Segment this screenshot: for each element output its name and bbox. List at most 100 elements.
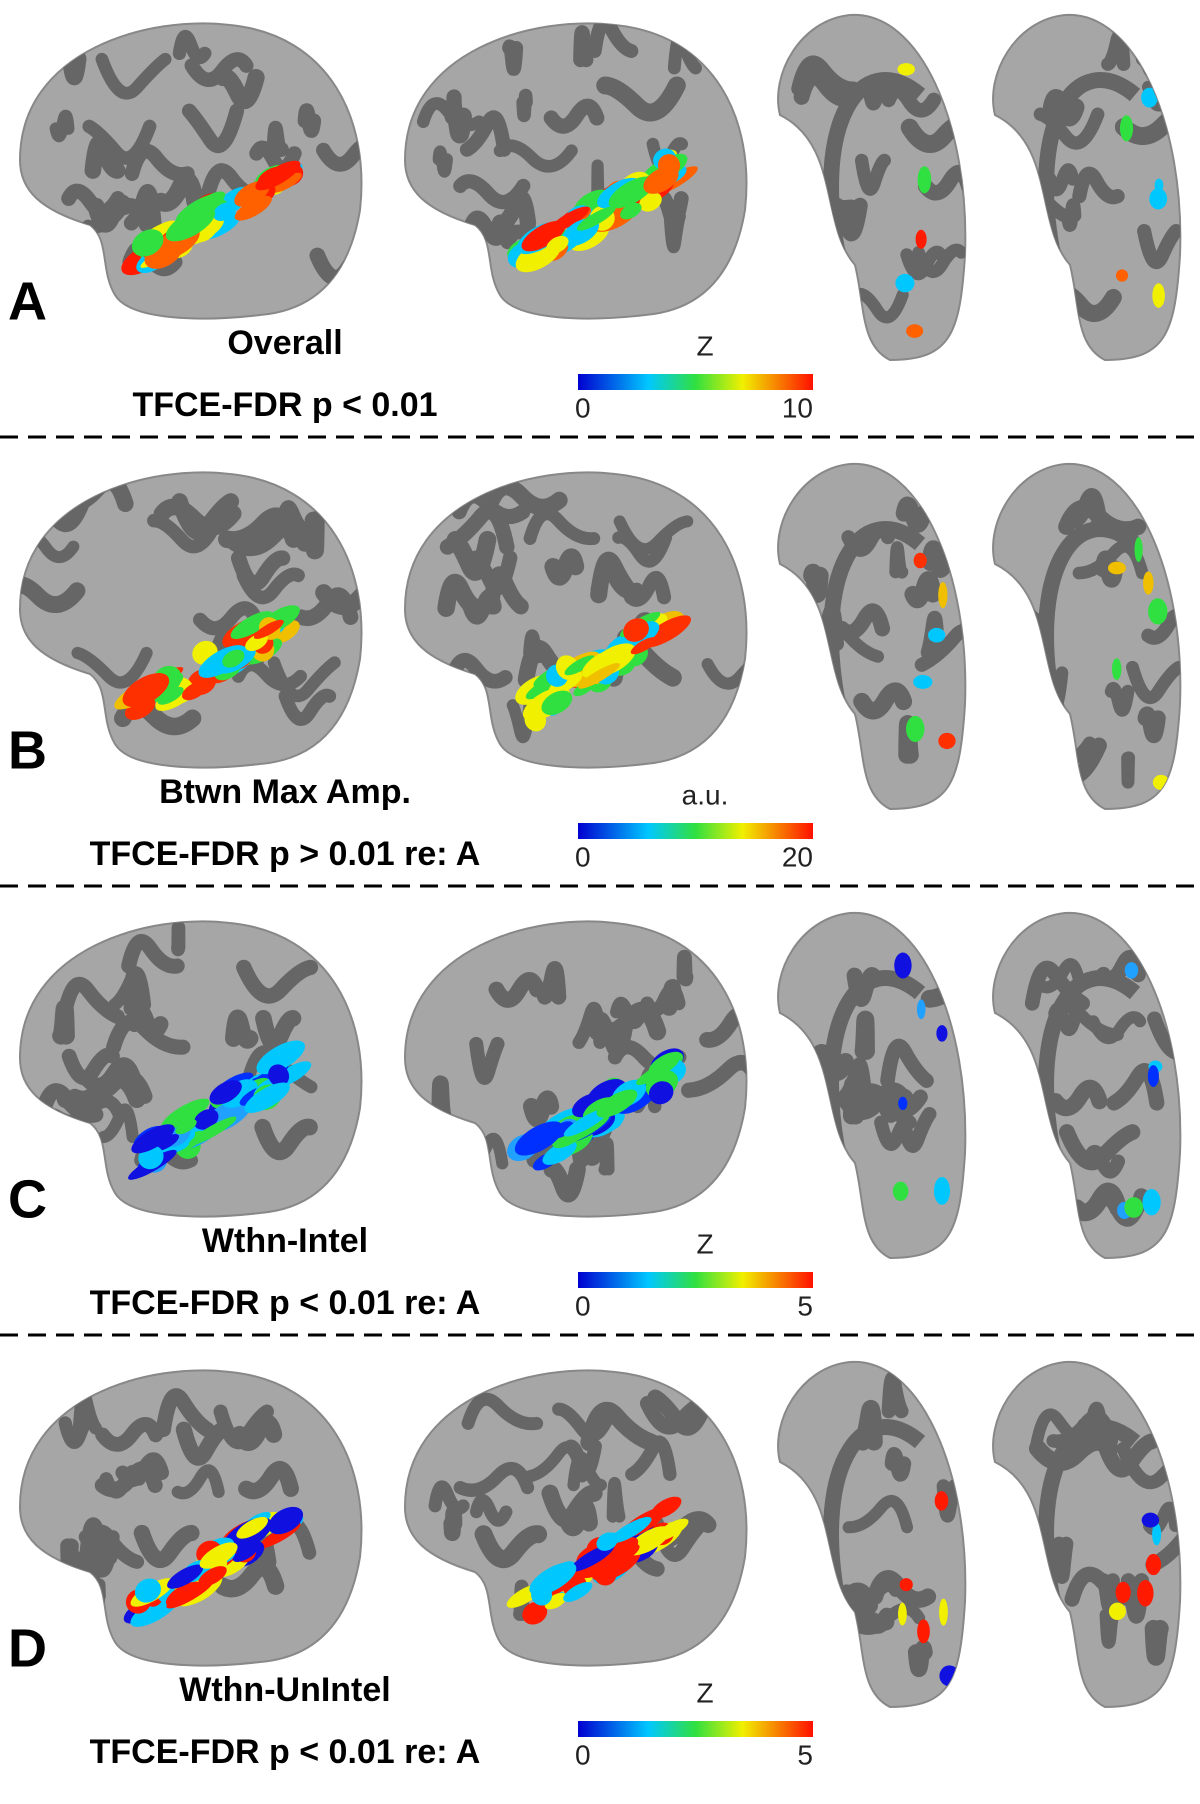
sulcus bbox=[1106, 1615, 1113, 1642]
sulcus bbox=[1009, 1075, 1040, 1104]
activation bbox=[1146, 1554, 1161, 1575]
activation bbox=[1124, 1197, 1143, 1218]
sulcus bbox=[896, 547, 903, 572]
activation bbox=[934, 1177, 950, 1205]
sulcus bbox=[66, 56, 79, 78]
activation bbox=[900, 1578, 913, 1591]
panel-letter: D bbox=[8, 1618, 47, 1678]
sulcus bbox=[889, 1379, 902, 1411]
sulcus bbox=[613, 1483, 620, 1517]
panel-subtitle: TFCE-FDR p > 0.01 re: A bbox=[90, 835, 481, 873]
sulcus bbox=[892, 1454, 904, 1474]
activation bbox=[1148, 1065, 1159, 1087]
scale-max: 20 bbox=[782, 841, 813, 872]
activation bbox=[1120, 115, 1133, 141]
sulcus bbox=[67, 1546, 71, 1582]
activation bbox=[893, 1182, 909, 1201]
activation bbox=[936, 1025, 947, 1042]
sulcus bbox=[855, 975, 873, 999]
sulcus bbox=[1153, 1629, 1160, 1657]
sulcus bbox=[870, 82, 881, 103]
activation bbox=[906, 716, 924, 742]
panel-title: Overall bbox=[227, 324, 342, 362]
activation bbox=[913, 675, 932, 689]
activation bbox=[906, 324, 923, 338]
panel-letter: A bbox=[8, 271, 47, 331]
panel-subtitle: TFCE-FDR p < 0.01 re: A bbox=[90, 1733, 481, 1771]
colorbar bbox=[578, 1721, 813, 1737]
sulcus bbox=[810, 270, 840, 292]
panel-subtitle: TFCE-FDR p < 0.01 re: A bbox=[90, 1284, 481, 1322]
sulcus bbox=[684, 957, 686, 979]
activation bbox=[1152, 283, 1165, 308]
scale-max: 5 bbox=[797, 1739, 813, 1770]
sulcus bbox=[1036, 231, 1037, 255]
activation bbox=[914, 553, 927, 569]
colorbar bbox=[578, 374, 813, 390]
sulcus bbox=[234, 1018, 250, 1040]
sulcus bbox=[509, 46, 516, 69]
activation bbox=[1125, 962, 1138, 979]
sulcus bbox=[904, 505, 924, 525]
sulcus bbox=[439, 151, 447, 171]
scale-label: Z bbox=[696, 1677, 713, 1708]
activation bbox=[1108, 562, 1126, 575]
sulcus bbox=[1154, 1019, 1200, 1053]
panel-title: Wthn-UnIntel bbox=[179, 1671, 391, 1709]
sulcus bbox=[273, 127, 282, 150]
sulcus bbox=[98, 1585, 100, 1605]
activation bbox=[1137, 1580, 1153, 1606]
sulcus bbox=[531, 1099, 550, 1119]
scale-min: 0 bbox=[575, 392, 591, 423]
activation bbox=[1149, 188, 1167, 209]
sulcus bbox=[783, 1186, 835, 1208]
sulcus bbox=[399, 1594, 468, 1614]
activation bbox=[928, 628, 945, 643]
sulcus bbox=[1018, 706, 1056, 736]
colorbar bbox=[578, 823, 813, 839]
sulcus bbox=[131, 973, 141, 1008]
scale-label: a.u. bbox=[682, 779, 729, 810]
activation bbox=[1116, 269, 1128, 281]
activation bbox=[938, 582, 947, 608]
sulcus bbox=[824, 1537, 826, 1558]
activation bbox=[898, 1603, 907, 1626]
sulcus bbox=[452, 1513, 455, 1533]
sulcus bbox=[1103, 1580, 1112, 1606]
sulcus bbox=[1057, 277, 1065, 303]
activation bbox=[918, 166, 932, 193]
colorbar bbox=[578, 1272, 813, 1288]
sulcus bbox=[819, 1622, 855, 1653]
sulcus bbox=[775, 306, 835, 332]
activation bbox=[938, 733, 955, 749]
sulcus bbox=[916, 1648, 925, 1669]
sulcus bbox=[1059, 1544, 1066, 1577]
activation bbox=[1153, 775, 1169, 790]
sulcus bbox=[837, 205, 860, 233]
activation bbox=[935, 1491, 949, 1511]
panel-subtitle: TFCE-FDR p < 0.01 bbox=[132, 386, 437, 424]
activation bbox=[1142, 1189, 1160, 1215]
scale-label: Z bbox=[696, 1228, 713, 1259]
activation bbox=[895, 274, 914, 292]
sulcus bbox=[1111, 689, 1127, 711]
activation bbox=[897, 63, 914, 75]
activation bbox=[916, 230, 927, 249]
activation bbox=[1116, 1582, 1131, 1603]
scale-label: Z bbox=[696, 330, 713, 361]
sulcus bbox=[62, 481, 125, 504]
sulcus bbox=[553, 557, 576, 577]
activation bbox=[1141, 88, 1158, 108]
sulcus bbox=[863, 1019, 866, 1051]
sulcus bbox=[581, 33, 586, 60]
activation bbox=[894, 952, 911, 978]
activation bbox=[1112, 658, 1121, 680]
sulcus bbox=[863, 1409, 874, 1442]
scale-min: 0 bbox=[575, 1739, 591, 1770]
sulcus bbox=[545, 969, 559, 997]
sulcus bbox=[1108, 36, 1124, 64]
sulcus bbox=[80, 1559, 102, 1584]
